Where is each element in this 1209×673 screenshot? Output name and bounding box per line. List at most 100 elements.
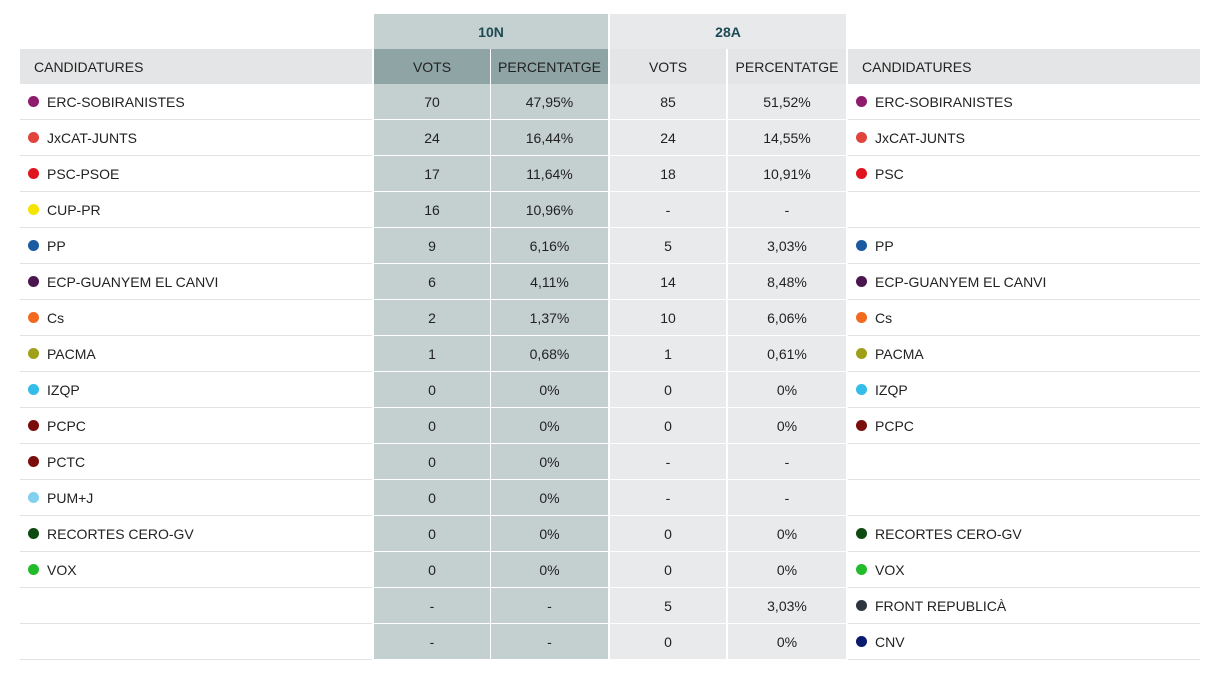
column-header: CANDIDATURES [848, 49, 1200, 84]
party-name: PACMA [848, 336, 1200, 372]
party-dot [856, 96, 867, 107]
cell-value: 14 [610, 264, 726, 300]
party-name: CNV [848, 624, 1200, 660]
group-header: 28A [610, 14, 846, 49]
party-name: PSC-PSOE [20, 156, 372, 192]
cell-value: 9 [374, 228, 490, 264]
cell-value: 6,06% [728, 300, 846, 336]
party-dot [856, 420, 867, 431]
cell-value: 8,48% [728, 264, 846, 300]
cell-value: 0% [491, 552, 608, 588]
party-name: PCPC [848, 408, 1200, 444]
party-dot [28, 168, 39, 179]
party-name: CUP-PR [20, 192, 372, 228]
cell-value: 0% [728, 624, 846, 660]
party-dot [856, 312, 867, 323]
cell-value: 51,52% [728, 84, 846, 120]
cell-value: 5 [610, 588, 726, 624]
cell-value: 2 [374, 300, 490, 336]
party-dot [856, 600, 867, 611]
cell-value: 70 [374, 84, 490, 120]
cell-value: - [374, 588, 490, 624]
party-name [848, 444, 1200, 480]
cell-value: 10 [610, 300, 726, 336]
party-name: RECORTES CERO-GV [848, 516, 1200, 552]
cell-value: 24 [374, 120, 490, 156]
cell-value: - [374, 624, 490, 660]
party-name [848, 480, 1200, 516]
party-name: JxCAT-JUNTS [20, 120, 372, 156]
party-dot [28, 132, 39, 143]
cell-value: - [610, 192, 726, 228]
party-dot [28, 348, 39, 359]
party-dot [856, 528, 867, 539]
party-name: PUM+J [20, 480, 372, 516]
cell-value: 1,37% [491, 300, 608, 336]
party-dot [28, 456, 39, 467]
cell-value: 3,03% [728, 228, 846, 264]
cell-value: 14,55% [728, 120, 846, 156]
cell-value: 4,11% [491, 264, 608, 300]
party-dot [28, 312, 39, 323]
party-name: PCPC [20, 408, 372, 444]
cell-value: 0 [610, 372, 726, 408]
group-header: 10N [374, 14, 608, 49]
cell-value: - [728, 444, 846, 480]
column-header: PERCENTATGE [728, 49, 846, 84]
cell-value: 0% [728, 552, 846, 588]
cell-value: 6,16% [491, 228, 608, 264]
party-name: VOX [848, 552, 1200, 588]
cell-value: 0 [374, 372, 490, 408]
cell-value: 10,96% [491, 192, 608, 228]
party-name: FRONT REPUBLICÀ [848, 588, 1200, 624]
party-dot [28, 96, 39, 107]
cell-value: 85 [610, 84, 726, 120]
cell-value: 0% [728, 516, 846, 552]
party-name: PSC [848, 156, 1200, 192]
cell-value: 0 [610, 516, 726, 552]
party-dot [28, 528, 39, 539]
party-name: ECP-GUANYEM EL CANVI [20, 264, 372, 300]
cell-value: 0% [728, 408, 846, 444]
cell-value: 0 [610, 624, 726, 660]
cell-value: 0 [374, 480, 490, 516]
cell-value: 24 [610, 120, 726, 156]
cell-value: - [610, 480, 726, 516]
party-name: PP [20, 228, 372, 264]
cell-value: 5 [610, 228, 726, 264]
cell-value: 47,95% [491, 84, 608, 120]
cell-value: 0,68% [491, 336, 608, 372]
party-dot [856, 168, 867, 179]
party-name [848, 192, 1200, 228]
party-dot [856, 240, 867, 251]
party-dot [856, 564, 867, 575]
party-dot [28, 492, 39, 503]
cell-value: 0 [610, 408, 726, 444]
party-dot [856, 636, 867, 647]
party-dot [856, 348, 867, 359]
cell-value: 0% [491, 408, 608, 444]
cell-value: 0% [491, 444, 608, 480]
cell-value: 0 [374, 444, 490, 480]
cell-value: 16,44% [491, 120, 608, 156]
party-name: ERC-SOBIRANISTES [20, 84, 372, 120]
cell-value: 6 [374, 264, 490, 300]
party-name: ECP-GUANYEM EL CANVI [848, 264, 1200, 300]
cell-value: 11,64% [491, 156, 608, 192]
party-dot [856, 384, 867, 395]
party-name: IZQP [20, 372, 372, 408]
cell-value: 0% [491, 372, 608, 408]
party-name [20, 588, 372, 624]
party-dot [856, 132, 867, 143]
cell-value: 16 [374, 192, 490, 228]
party-dot [28, 240, 39, 251]
party-name: Cs [848, 300, 1200, 336]
cell-value: 0% [491, 516, 608, 552]
party-name: IZQP [848, 372, 1200, 408]
cell-value: 0% [728, 372, 846, 408]
cell-value: 0 [610, 552, 726, 588]
cell-value: 10,91% [728, 156, 846, 192]
party-name [20, 624, 372, 660]
party-dot [28, 204, 39, 215]
